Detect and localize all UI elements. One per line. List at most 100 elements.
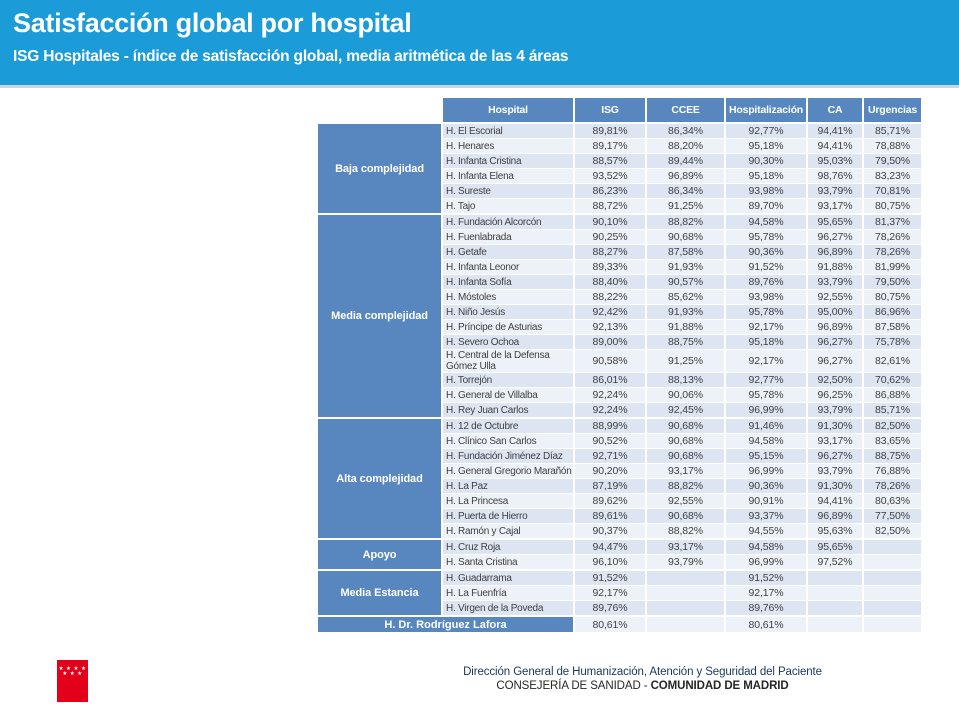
- column-header-urgencias: Urgencias: [864, 98, 921, 122]
- ccee-cell: 89,44%: [647, 154, 724, 168]
- isg-cell: 92,71%: [575, 449, 645, 463]
- hospitalizacion-cell: 95,18%: [726, 139, 806, 153]
- ca-cell: 91,88%: [808, 260, 862, 274]
- urgencias-cell: 87,58%: [864, 320, 921, 334]
- group-block: Media complejidad H. Fundación Alcorcón 90…: [318, 215, 925, 417]
- ca-cell: 93,17%: [808, 434, 862, 448]
- hospitalizacion-cell: 95,18%: [726, 169, 806, 183]
- table-row: H. Santa Cristina 96,10% 93,79% 96,99% 97,52…: [443, 555, 925, 569]
- urgencias-cell: 78,26%: [864, 245, 921, 259]
- hospital-name-cell: H. El Escorial: [443, 124, 573, 138]
- ccee-cell: 85,62%: [647, 290, 724, 304]
- hospital-name-cell: H. Fundación Jiménez Díaz: [443, 449, 573, 463]
- isg-cell: 91,52%: [575, 571, 645, 585]
- hospitalizacion-cell: 94,58%: [726, 540, 806, 554]
- urgencias-cell: 77,50%: [864, 509, 921, 523]
- ccee-cell: 90,68%: [647, 509, 724, 523]
- table-row: H. Infanta Leonor 89,33% 91,93% 91,52% 91,88…: [443, 260, 925, 274]
- footer: Dirección General de Humanización, Atenc…: [360, 666, 925, 692]
- urgencias-cell: 82,50%: [864, 524, 921, 538]
- hospitalizacion-cell: 92,77%: [726, 124, 806, 138]
- group-rows: H. 12 de Octubre 88,99% 90,68% 91,46% 91,30%…: [443, 419, 925, 538]
- hospital-name-cell: H. Henares: [443, 139, 573, 153]
- table-row: H. Getafe 88,27% 87,58% 90,36% 96,89% 78,26%: [443, 245, 925, 259]
- urgencias-cell: 81,37%: [864, 215, 921, 229]
- table-row: H. Severo Ochoa 89,00% 88,75% 95,18% 96,27% 7…: [443, 335, 925, 349]
- header-spacer: [318, 98, 441, 122]
- table-row: H. Fuenlabrada 90,25% 90,68% 95,78% 96,27% 78…: [443, 230, 925, 244]
- isg-cell: 80,61%: [575, 617, 645, 632]
- urgencias-cell: 82,50%: [864, 419, 921, 433]
- hospitalizacion-cell: 93,98%: [726, 290, 806, 304]
- urgencias-cell: 79,50%: [864, 154, 921, 168]
- group-block: Apoyo H. Cruz Roja 94,47% 93,17% 94,58% 95,65…: [318, 540, 925, 569]
- hospital-name-cell: H. Torrejón: [443, 373, 573, 387]
- hospitalizacion-cell: 96,99%: [726, 403, 806, 417]
- isg-cell: 96,10%: [575, 555, 645, 569]
- hospitalizacion-cell: 95,15%: [726, 449, 806, 463]
- table-row: H. Fundación Jiménez Díaz 92,71% 90,68% 95,…: [443, 449, 925, 463]
- ca-cell: 96,27%: [808, 335, 862, 349]
- ca-cell: 94,41%: [808, 139, 862, 153]
- ca-cell: 95,63%: [808, 524, 862, 538]
- isg-cell: 90,37%: [575, 524, 645, 538]
- ccee-cell: 90,68%: [647, 449, 724, 463]
- table-row: H. Infanta Elena 93,52% 96,89% 95,18% 98,76%…: [443, 169, 925, 183]
- urgencias-cell: [864, 617, 921, 632]
- hospitalizacion-cell: 94,55%: [726, 524, 806, 538]
- hospitalizacion-cell: 96,99%: [726, 555, 806, 569]
- ccee-cell: 92,45%: [647, 403, 724, 417]
- ca-cell: 93,79%: [808, 403, 862, 417]
- urgencias-cell: 76,88%: [864, 464, 921, 478]
- hospitalizacion-cell: 94,58%: [726, 215, 806, 229]
- hospital-name-cell: H. Clínico San Carlos: [443, 434, 573, 448]
- madrid-flag-logo: ★ ★ ★ ★ ★ ★ ★: [57, 660, 88, 702]
- footer-line1: Dirección General de Humanización, Atenc…: [463, 666, 822, 678]
- group-label: Alta complejidad: [318, 419, 441, 538]
- ccee-cell: 91,25%: [647, 350, 724, 372]
- isg-cell: 90,25%: [575, 230, 645, 244]
- page-subtitle: ISG Hospitales - índice de satisfacción …: [13, 48, 569, 65]
- ca-cell: 96,89%: [808, 245, 862, 259]
- ccee-cell: 88,20%: [647, 139, 724, 153]
- ccee-cell: 93,17%: [647, 464, 724, 478]
- ccee-cell: 86,34%: [647, 124, 724, 138]
- table-row: H. 12 de Octubre 88,99% 90,68% 91,46% 91,30%…: [443, 419, 925, 433]
- column-header-hospitalizacion: Hospitalización: [726, 98, 806, 122]
- hospital-name-cell: H. Sureste: [443, 184, 573, 198]
- hospital-name-cell: H. La Paz: [443, 479, 573, 493]
- hospitalizacion-cell: 91,52%: [726, 260, 806, 274]
- hospitalizacion-cell: 80,61%: [726, 617, 806, 632]
- urgencias-cell: 85,71%: [864, 403, 921, 417]
- isg-cell: 89,00%: [575, 335, 645, 349]
- ccee-cell: 91,93%: [647, 260, 724, 274]
- hospital-name-cell: H. Infanta Cristina: [443, 154, 573, 168]
- hospital-name-cell: H. General de Villalba: [443, 388, 573, 402]
- hospitalizacion-cell: 91,46%: [726, 419, 806, 433]
- hospitalizacion-cell: 90,30%: [726, 154, 806, 168]
- isg-cell: 92,24%: [575, 403, 645, 417]
- ca-cell: 96,25%: [808, 388, 862, 402]
- ca-cell: [808, 617, 862, 632]
- ca-cell: 96,89%: [808, 320, 862, 334]
- hospital-name-cell: H. Rey Juan Carlos: [443, 403, 573, 417]
- isg-cell: 89,62%: [575, 494, 645, 508]
- table-row: H. Sureste 86,23% 86,34% 93,98% 93,79% 70,81%: [443, 184, 925, 198]
- table-row: H. Infanta Sofía 88,40% 90,57% 89,76% 93,79%…: [443, 275, 925, 289]
- ca-cell: 95,03%: [808, 154, 862, 168]
- group-label: Media Estancia: [318, 571, 441, 615]
- ca-cell: 95,65%: [808, 215, 862, 229]
- ca-cell: 93,79%: [808, 464, 862, 478]
- ccee-cell: 90,06%: [647, 388, 724, 402]
- hospital-name-cell: H. Santa Cristina: [443, 555, 573, 569]
- column-header-hospital: Hospital: [443, 98, 573, 122]
- isg-cell: 89,81%: [575, 124, 645, 138]
- ca-cell: 96,89%: [808, 509, 862, 523]
- group-rows: H. Fundación Alcorcón 90,10% 88,82% 94,58% 9…: [443, 215, 925, 417]
- group-rows: H. Cruz Roja 94,47% 93,17% 94,58% 95,65% H. S…: [443, 540, 925, 569]
- urgencias-cell: [864, 601, 921, 615]
- isg-cell: 94,47%: [575, 540, 645, 554]
- table-row: H. Virgen de la Poveda 89,76% 89,76%: [443, 601, 925, 615]
- ca-cell: 93,79%: [808, 184, 862, 198]
